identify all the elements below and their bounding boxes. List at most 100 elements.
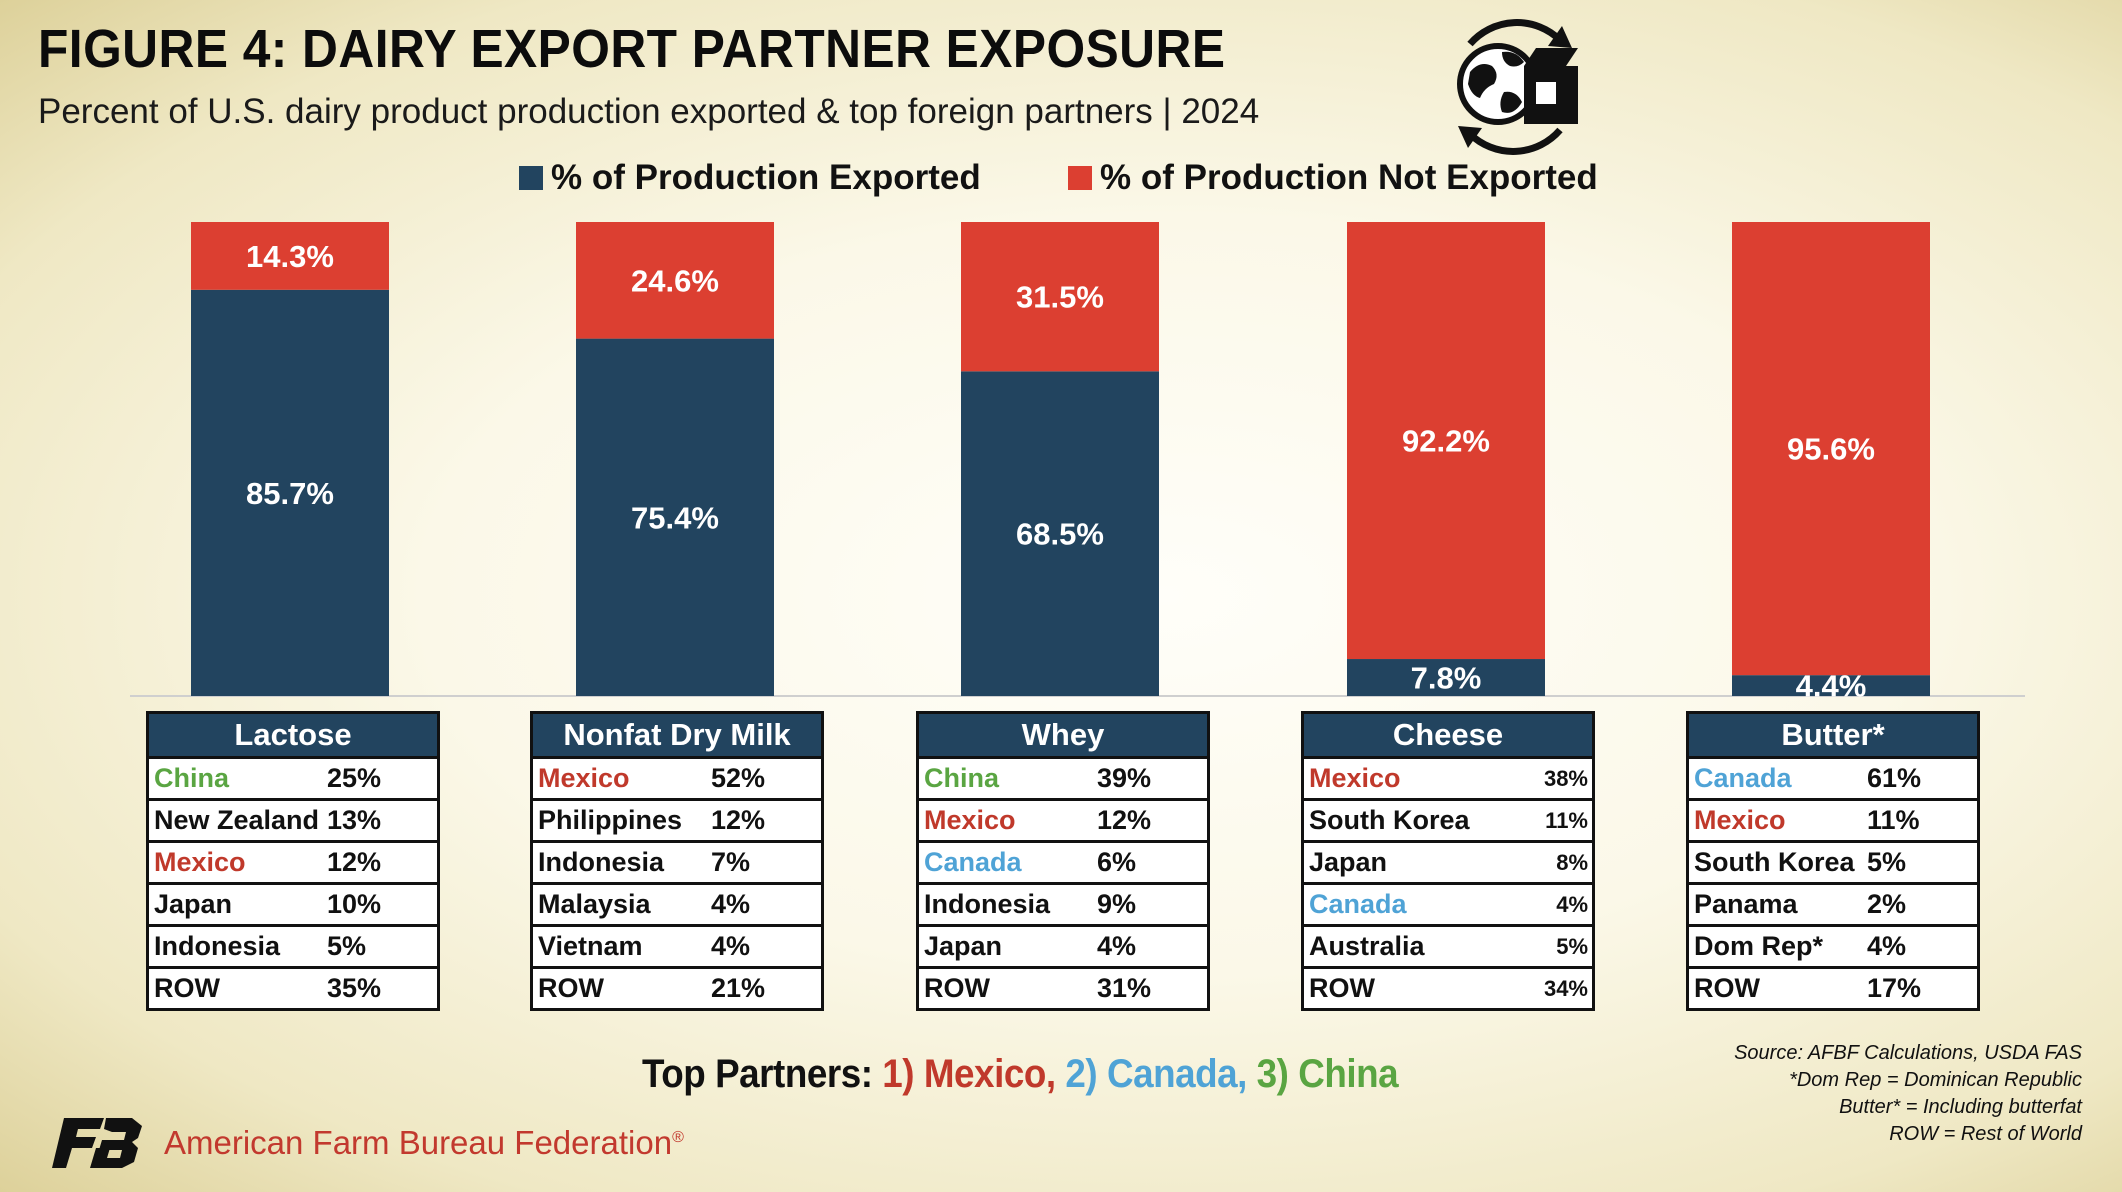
table-percent: 2% — [1867, 889, 1907, 919]
table-country: Indonesia — [924, 889, 1051, 919]
table-header: Cheese — [1304, 714, 1592, 759]
table-percent: 5% — [1556, 934, 1588, 959]
table-percent: 4% — [1867, 931, 1907, 961]
partner-table-whey: Whey China 39% Mexico 12% Canada 6% Indonesia 9%… — [916, 711, 1210, 1011]
table-country: South Korea — [1309, 805, 1470, 835]
table-country: South Korea — [1694, 847, 1855, 877]
legend-item-not-exported: % of Production Not Exported — [1068, 158, 1598, 198]
label-not-exported-butter: 95.6% — [1787, 432, 1875, 467]
table-percent: 10% — [327, 889, 382, 919]
table-country: ROW — [154, 973, 220, 1003]
table-country: Dom Rep* — [1694, 931, 1824, 961]
globe-milk-carton-icon — [1457, 19, 1578, 155]
table-percent: 4% — [711, 889, 751, 919]
table-country: Japan — [924, 931, 1003, 961]
afbf-brand: FB American Farm Bureau Federation® — [52, 1118, 684, 1168]
table-country: Mexico — [154, 847, 246, 877]
table-percent: 8% — [1556, 850, 1588, 875]
table-country: China — [924, 763, 1000, 793]
label-not-exported-cheese: 92.2% — [1402, 424, 1490, 459]
legend-item-exported: % of Production Exported — [519, 158, 981, 198]
top-partner-mexico: 1) Mexico — [882, 1052, 1046, 1096]
top-partner-canada: 2) Canada — [1065, 1052, 1238, 1096]
table-country: Japan — [1309, 847, 1388, 877]
bar-exported-nonfat-dry-milk — [576, 338, 774, 696]
table-country: ROW — [538, 973, 604, 1003]
table-country: Canada — [924, 847, 1022, 877]
bar-not-exported-cheese — [1347, 222, 1545, 660]
table-header: Lactose — [149, 714, 437, 759]
table-country: Indonesia — [154, 931, 281, 961]
label-exported-whey: 68.5% — [1016, 517, 1104, 552]
table-row: Mexico 11% — [1689, 798, 1977, 840]
label-exported-cheese: 7.8% — [1411, 661, 1482, 696]
table-percent: 31% — [1097, 973, 1152, 1003]
table-row: ROW 34% — [1304, 966, 1592, 1008]
table-percent: 39% — [1097, 763, 1152, 793]
table-country: Panama — [1694, 889, 1798, 919]
table-row: Philippines 12% — [533, 798, 821, 840]
table-percent: 9% — [1097, 889, 1137, 919]
table-country: Australia — [1309, 931, 1425, 961]
table-row: China 39% — [919, 759, 1207, 798]
afbf-logo-icon: FB — [52, 1118, 142, 1168]
table-row: Indonesia 9% — [919, 882, 1207, 924]
table-country: Mexico — [1694, 805, 1786, 835]
table-country: ROW — [1694, 973, 1760, 1003]
top-partners-sep2: , — [1237, 1052, 1257, 1096]
table-row: Indonesia 5% — [149, 924, 437, 966]
table-row: Indonesia 7% — [533, 840, 821, 882]
table-row: Australia 5% — [1304, 924, 1592, 966]
table-row: Vietnam 4% — [533, 924, 821, 966]
table-percent: 4% — [1556, 892, 1588, 917]
page-subtitle: Percent of U.S. dairy product production… — [38, 92, 1260, 131]
table-country: Mexico — [538, 763, 630, 793]
table-percent: 11% — [1545, 808, 1588, 833]
table-percent: 12% — [1097, 805, 1152, 835]
table-header: Butter* — [1689, 714, 1977, 759]
partner-table-lactose: Lactose China 25% New Zealand 13% Mexico 12% Ja… — [146, 711, 440, 1011]
afbf-org-name: American Farm Bureau Federation® — [164, 1124, 684, 1162]
bar-exported-whey — [961, 371, 1159, 696]
table-row: Canada 61% — [1689, 759, 1977, 798]
note-dom-rep: *Dom Rep = Dominican Republic — [1789, 1069, 2082, 1091]
table-percent: 35% — [327, 973, 382, 1003]
table-percent: 5% — [327, 931, 367, 961]
table-country: ROW — [1309, 973, 1375, 1003]
bar-not-exported-lactose — [191, 222, 389, 290]
page-title: FIGURE 4: DAIRY EXPORT PARTNER EXPOSURE — [38, 19, 1226, 79]
top-partner-china: 3) China — [1256, 1052, 1399, 1096]
label-not-exported-nonfat-dry-milk: 24.6% — [631, 263, 719, 298]
table-percent: 11% — [1867, 805, 1920, 835]
table-row: Japan 4% — [919, 924, 1207, 966]
table-row: Japan 8% — [1304, 840, 1592, 882]
table-row: Mexico 12% — [149, 840, 437, 882]
bar-not-exported-butter — [1732, 222, 1930, 676]
table-percent: 12% — [711, 805, 766, 835]
label-exported-nonfat-dry-milk: 75.4% — [631, 500, 719, 535]
table-percent: 61% — [1867, 763, 1922, 793]
table-row: Mexico 38% — [1304, 759, 1592, 798]
partner-table-nonfat-dry-milk: Nonfat Dry Milk Mexico 52% Philippines 12% In… — [530, 711, 824, 1011]
source-notes: Source: AFBF Calculations, USDA FAS *Dom… — [1734, 1040, 2082, 1148]
table-row: Canada 4% — [1304, 882, 1592, 924]
note-butter: Butter* = Including butterfat — [1839, 1096, 2082, 1118]
legend-label-exported: % of Production Exported — [551, 158, 981, 197]
table-percent: 17% — [1867, 973, 1922, 1003]
table-header: Whey — [919, 714, 1207, 759]
source-text: Source: AFBF Calculations, USDA FAS — [1734, 1042, 2082, 1064]
bar-not-exported-nonfat-dry-milk — [576, 222, 774, 339]
table-percent: 4% — [1097, 931, 1137, 961]
table-country: Canada — [1694, 763, 1792, 793]
table-row: Panama 2% — [1689, 882, 1977, 924]
stacked-bar-chart: 14.3% 85.7% 24.6% 75.4% 31.5% 68.5% 92.2% 7.8% 9… — [130, 222, 2025, 704]
table-country: Mexico — [924, 805, 1016, 835]
label-exported-butter: 4.4% — [1796, 669, 1867, 704]
note-row: ROW = Rest of World — [1889, 1123, 2082, 1145]
bar-not-exported-whey — [961, 222, 1159, 372]
table-country: Japan — [154, 889, 233, 919]
table-country: Mexico — [1309, 763, 1401, 793]
table-row: China 25% — [149, 759, 437, 798]
table-row: Canada 6% — [919, 840, 1207, 882]
table-percent: 7% — [711, 847, 751, 877]
